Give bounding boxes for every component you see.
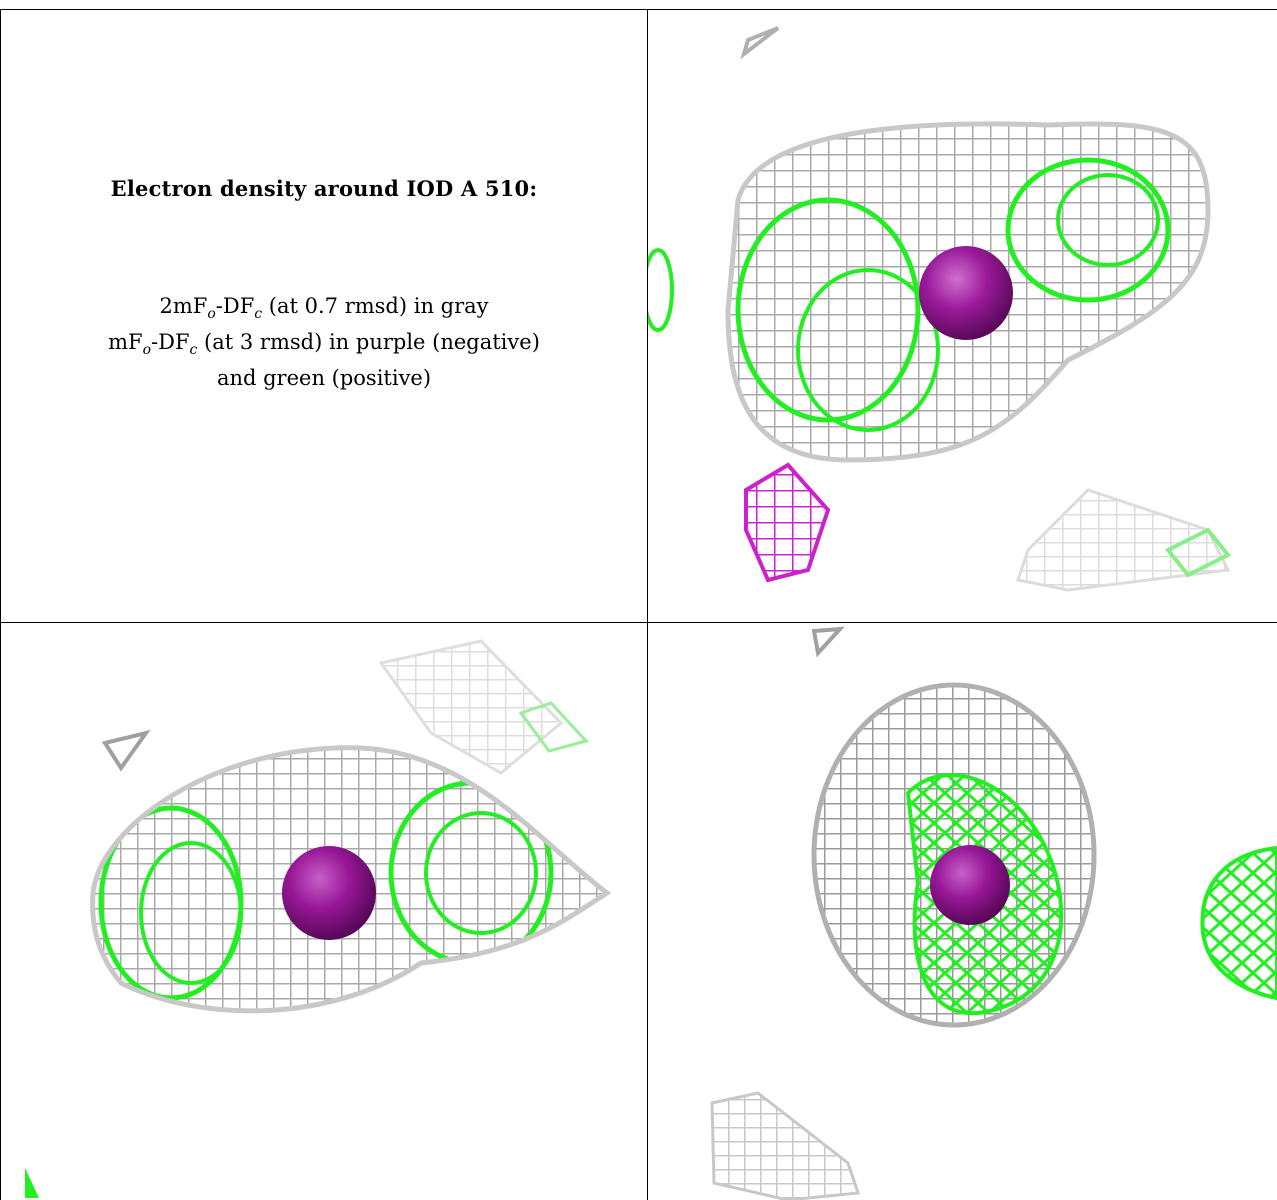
- density-render-bottom-right: [710, 626, 1277, 1200]
- caption-line-2: mFo-DFc (at 3 rmsd) in purple (negative): [108, 330, 540, 359]
- density-render-bottom-left: [25, 639, 612, 1198]
- table-middle-border: [0, 622, 1277, 623]
- caption-cell: Electron density around IOD A 510: 2mFo-…: [1, 10, 647, 622]
- view-bottom-left: [1, 623, 647, 1200]
- table-left-border: [0, 9, 1, 1200]
- table-center-border: [647, 9, 648, 1200]
- view-top-right: [648, 10, 1277, 622]
- caption-title: Electron density around IOD A 510:: [110, 176, 538, 201]
- density-render-top-right: [648, 26, 1232, 592]
- caption-description: 2mFo-DFc (at 0.7 rmsd) in gray mFo-DFc (…: [1, 292, 647, 392]
- view-bottom-right: [648, 623, 1277, 1200]
- table-top-border: [0, 9, 1277, 10]
- caption-line-1: 2mFo-DFc (at 0.7 rmsd) in gray: [159, 294, 489, 323]
- caption-line-3: and green (positive): [216, 366, 432, 391]
